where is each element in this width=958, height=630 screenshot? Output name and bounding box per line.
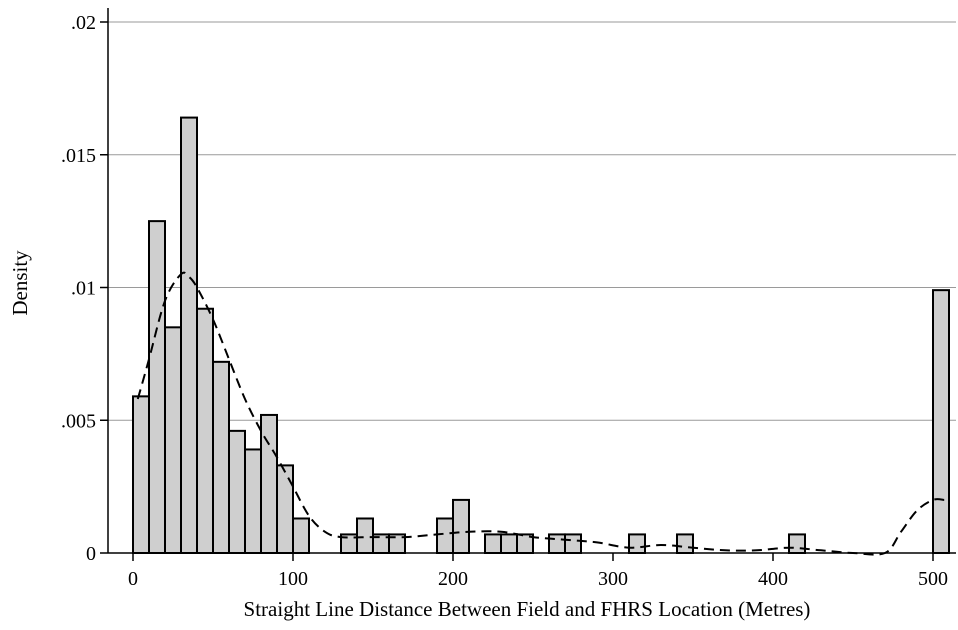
histogram-bar-0 — [132, 395, 150, 555]
histogram-bar-18 — [500, 533, 518, 554]
y-tick-label-3: .015 — [61, 145, 96, 167]
x-tick-label-0: 0 — [128, 568, 138, 590]
x-tick-label-1: 100 — [278, 568, 308, 590]
histogram-bar-10 — [292, 517, 310, 554]
histogram-bar-22 — [628, 533, 646, 554]
grid-lines — [108, 21, 956, 421]
histogram-bar-12 — [356, 517, 374, 554]
x-tick-label-5: 500 — [918, 568, 948, 590]
histogram-bar-9 — [276, 464, 294, 555]
y-axis-title: Density — [8, 250, 32, 316]
histogram-bar-8 — [260, 413, 278, 554]
y-tick-label-4: .02 — [71, 12, 96, 34]
tick-labels: 0 .005 .01 .015 .02 0 100 200 300 400 500 — [61, 12, 948, 590]
histogram-bar-24 — [788, 533, 806, 554]
kernel-density-curve — [136, 271, 945, 556]
axes — [100, 8, 956, 561]
histogram-bar-1 — [148, 220, 166, 554]
x-tick-label-3: 300 — [598, 568, 628, 590]
histogram-bar-2 — [164, 326, 182, 555]
histogram-bar-6 — [228, 429, 246, 554]
x-axis-title: Straight Line Distance Between Field and… — [244, 597, 811, 621]
histogram-bar-25 — [932, 289, 950, 554]
histogram-bar-5 — [212, 360, 230, 554]
histogram-bar-23 — [676, 533, 694, 554]
histogram-bar-15 — [436, 517, 454, 554]
x-tick-label-2: 200 — [438, 568, 468, 590]
histogram-bars — [132, 116, 950, 555]
histogram-bar-21 — [564, 533, 582, 554]
histogram-bar-4 — [196, 307, 214, 554]
histogram-bar-20 — [548, 533, 566, 554]
x-tick-label-4: 400 — [758, 568, 788, 590]
histogram-bar-7 — [244, 448, 262, 554]
density-curve-layer — [136, 271, 945, 556]
y-tick-label-0: 0 — [86, 543, 96, 565]
y-tick-label-2: .01 — [71, 278, 96, 300]
histogram-bar-3 — [180, 116, 198, 555]
histogram-bar-16 — [452, 498, 470, 554]
y-tick-label-1: .005 — [61, 410, 96, 432]
histogram-bar-17 — [484, 533, 502, 554]
